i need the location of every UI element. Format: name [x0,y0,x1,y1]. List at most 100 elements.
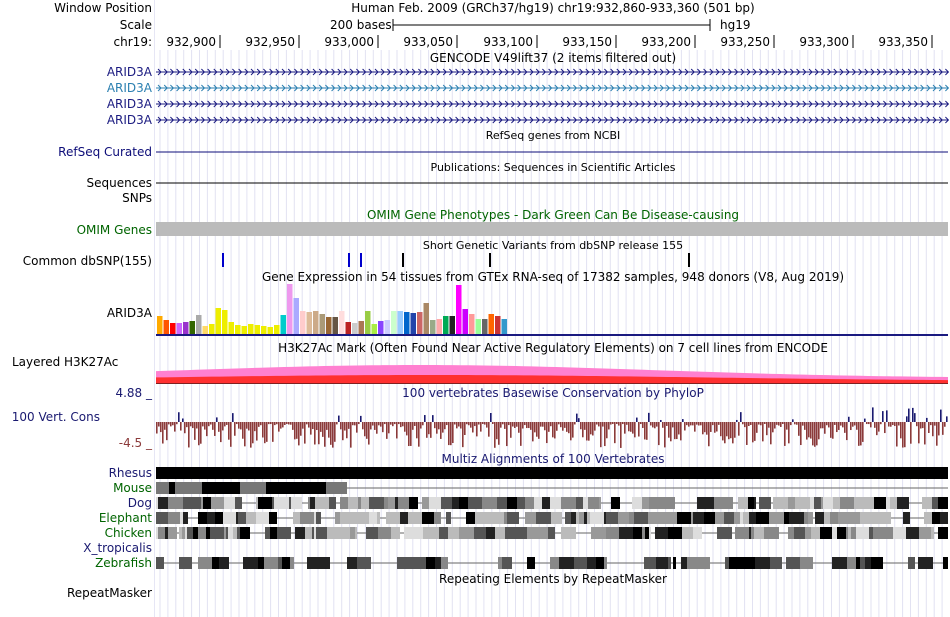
multiz-alignment-block [606,512,618,524]
h3k27ac-track-label[interactable]: Layered H3K27Ac [12,355,119,369]
multiz-species-rhesus[interactable]: Rhesus [108,466,152,480]
cons-bar-negative [370,422,372,430]
cons-bar-negative [246,422,248,429]
cons-bar-positive [886,410,888,422]
multiz-alignment-block [840,497,854,509]
multiz-alignment-block [539,497,542,509]
publications-track-label[interactable]: Sequences [86,176,152,190]
scale-label: Scale [119,18,152,32]
cons-bar-negative [296,422,298,439]
multiz-alignment-block [486,527,495,539]
gtex-track-label[interactable]: ARID3A [106,306,152,320]
cons-bar-negative [386,422,388,439]
refseq-track-label[interactable]: RefSeq Curated [58,145,152,159]
multiz-species-chicken[interactable]: Chicken [104,526,152,540]
multiz-alignment-block [758,467,762,479]
cons-bar-negative [918,422,920,444]
chrom-label: chr19: [113,35,152,49]
cons-bar-negative [158,422,160,427]
multiz-alignment-block [490,467,492,479]
cons-bar-negative [220,422,222,443]
cons-bar-negative [814,422,816,447]
cons-bar-negative [392,422,394,427]
cons-bar-negative [856,422,858,430]
multiz-alignment-block [397,557,410,569]
cons-bar-negative [564,422,566,428]
multiz-alignment-block [377,512,380,524]
cons-bar-negative [308,422,310,428]
multiz-alignment-block [355,527,357,539]
cons-bar-negative [664,422,666,448]
cons-bar-negative [606,422,608,439]
dbsnp-track-label[interactable]: Common dbSNP(155) [22,254,152,268]
multiz-alignment-block [439,527,448,539]
multiz-alignment-block [805,527,811,539]
cons-bar-negative [298,422,300,446]
multiz-alignment-block [648,512,663,524]
multiz-alignment-block [335,512,340,524]
gtex-tissue-bar [215,308,221,334]
multiz-alignment-block [156,467,168,479]
multiz-alignment-block [663,467,678,479]
cons-bar-negative [738,422,740,436]
multiz-alignment-block [423,527,437,539]
cons-bar-negative [850,422,852,431]
cons-bar-negative [944,422,946,427]
multiz-alignment-block [527,557,535,569]
multiz-alignment-block [815,512,824,524]
multiz-alignment-block [794,527,805,539]
cons-bar-negative [198,422,200,446]
cons-bar-negative [878,422,880,432]
multiz-alignment-block [724,512,734,524]
cons-bar-negative [228,422,230,440]
gencode-item-label-3[interactable]: ARID3A [106,97,152,111]
multiz-alignment-block [193,482,196,494]
multiz-alignment-block [565,512,571,524]
omim-track-label[interactable]: OMIM Genes [76,223,152,237]
cons-bar-negative [626,422,628,425]
gencode-item-label-2[interactable]: ARID3A [106,81,152,95]
cons-bar-negative [372,422,374,426]
multiz-species-dog[interactable]: Dog [127,496,152,510]
gtex-tissue-bar [202,326,208,334]
gtex-tissue-bar [241,326,247,334]
multiz-alignment-block [224,497,235,509]
multiz-alignment-block [229,482,240,494]
snps-track-label[interactable]: SNPs [122,191,152,205]
cons-bar-negative [448,422,450,446]
gencode-item-label-4[interactable]: ARID3A [106,113,152,127]
cons-track-label[interactable]: 100 Vert. Cons [11,410,100,424]
multiz-species-zebrafish[interactable]: Zebrafish [95,556,152,570]
dbsnp-variant [688,253,690,267]
cons-bar-negative [770,422,772,445]
gtex-tissue-bar [163,320,169,334]
multiz-alignment-block [684,467,686,479]
rmsk-track-label[interactable]: RepeatMasker [66,586,152,600]
cons-bar-negative [214,422,216,436]
multiz-alignment-block [226,527,228,539]
multiz-alignment-block [507,512,519,524]
multiz-alignment-block [770,557,782,569]
multiz-species-elephant[interactable]: Elephant [98,511,152,525]
multiz-alignment-block [185,527,187,539]
multiz-species-mouse[interactable]: Mouse [113,481,152,495]
multiz-alignment-block [833,497,840,509]
ruler-tick-label: 933,050 [403,35,453,49]
cons-bar-negative [764,422,766,425]
multiz-alignment-block [278,557,282,569]
cons-bar-negative [496,422,498,440]
multiz-alignment-block [668,557,671,569]
cons-bar-negative [508,422,510,426]
gencode-item-label-1[interactable]: ARID3A [106,65,152,79]
multiz-species-xtropicalis[interactable]: X_tropicalis [83,541,152,555]
cons-bar-negative [428,422,430,435]
multiz-alignment-block [437,527,439,539]
gtex-tissue-bar [248,324,254,334]
cons-bar-negative [712,422,714,426]
multiz-alignment-block [534,467,547,479]
cons-bar-negative [854,422,856,426]
cons-bar-negative [156,422,158,434]
cons-bar-negative [678,422,680,435]
cons-bar-positive [490,413,492,422]
